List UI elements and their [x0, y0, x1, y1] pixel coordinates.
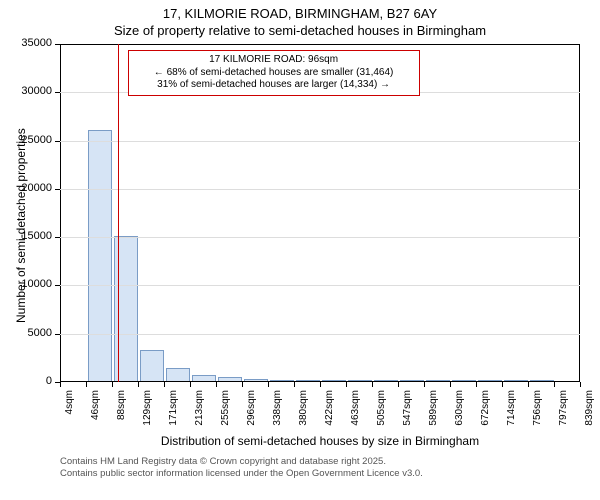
chart-title-line2: Size of property relative to semi-detach… — [0, 21, 600, 38]
attribution-footer: Contains HM Land Registry data © Crown c… — [60, 456, 423, 481]
ytick-label: 25000 — [0, 134, 52, 146]
ytick-label: 20000 — [0, 182, 52, 194]
xtick-mark — [398, 382, 399, 387]
ytick-mark — [55, 44, 60, 45]
ytick-label: 30000 — [0, 85, 52, 97]
histogram-bar — [452, 380, 477, 381]
chart-container: { "titles": { "line1": "17, KILMORIE ROA… — [0, 0, 600, 500]
footer-line1: Contains HM Land Registry data © Crown c… — [60, 456, 423, 468]
xtick-mark — [60, 382, 61, 387]
xtick-mark — [138, 382, 139, 387]
xtick-label: 630sqm — [454, 390, 465, 435]
gridline — [60, 141, 580, 142]
ytick-label: 5000 — [0, 327, 52, 339]
annotation-line: 17 KILMORIE ROAD: 96sqm — [135, 54, 413, 67]
histogram-bar — [530, 380, 555, 381]
xtick-label: 589sqm — [428, 390, 439, 435]
xtick-mark — [554, 382, 555, 387]
property-marker-line — [118, 44, 119, 382]
histogram-bar — [244, 379, 269, 381]
xtick-label: 672sqm — [480, 390, 491, 435]
xtick-label: 129sqm — [142, 390, 153, 435]
xtick-label: 380sqm — [298, 390, 309, 435]
annotation-box: 17 KILMORIE ROAD: 96sqm← 68% of semi-det… — [128, 50, 420, 96]
xtick-label: 88sqm — [116, 390, 127, 435]
histogram-bar — [296, 380, 321, 381]
xtick-label: 171sqm — [168, 390, 179, 435]
xtick-mark — [294, 382, 295, 387]
xtick-label: 463sqm — [350, 390, 361, 435]
histogram-bar — [374, 380, 399, 381]
xtick-label: 255sqm — [220, 390, 231, 435]
xtick-label: 839sqm — [584, 390, 595, 435]
xtick-label: 756sqm — [532, 390, 543, 435]
xtick-label: 4sqm — [64, 390, 75, 435]
histogram-bar — [322, 380, 347, 381]
gridline — [60, 237, 580, 238]
x-axis-label: Distribution of semi-detached houses by … — [60, 434, 580, 448]
xtick-mark — [424, 382, 425, 387]
xtick-mark — [346, 382, 347, 387]
gridline — [60, 189, 580, 190]
xtick-mark — [216, 382, 217, 387]
gridline — [60, 285, 580, 286]
histogram-bar — [426, 380, 451, 381]
histogram-bar — [400, 380, 425, 381]
ytick-label: 0 — [0, 375, 52, 387]
footer-line2: Contains public sector information licen… — [60, 468, 423, 480]
histogram-bar — [88, 130, 113, 381]
xtick-mark — [476, 382, 477, 387]
xtick-mark — [86, 382, 87, 387]
histogram-bar — [218, 377, 243, 381]
xtick-label: 547sqm — [402, 390, 413, 435]
xtick-label: 46sqm — [90, 390, 101, 435]
xtick-mark — [242, 382, 243, 387]
histogram-bar — [478, 380, 503, 381]
xtick-mark — [320, 382, 321, 387]
xtick-mark — [450, 382, 451, 387]
xtick-mark — [372, 382, 373, 387]
histogram-bar — [166, 368, 191, 381]
histogram-bar — [504, 380, 529, 381]
xtick-label: 797sqm — [558, 390, 569, 435]
xtick-mark — [580, 382, 581, 387]
histogram-bar — [192, 375, 217, 381]
histogram-bar — [348, 380, 373, 381]
xtick-label: 714sqm — [506, 390, 517, 435]
chart-title-line1: 17, KILMORIE ROAD, BIRMINGHAM, B27 6AY — [0, 0, 600, 21]
histogram-bar — [270, 380, 295, 381]
xtick-mark — [190, 382, 191, 387]
annotation-line: 31% of semi-detached houses are larger (… — [135, 79, 413, 92]
gridline — [60, 334, 580, 335]
ytick-label: 15000 — [0, 230, 52, 242]
xtick-label: 213sqm — [194, 390, 205, 435]
xtick-mark — [268, 382, 269, 387]
histogram-bar — [140, 350, 165, 381]
xtick-mark — [164, 382, 165, 387]
xtick-label: 505sqm — [376, 390, 387, 435]
xtick-label: 422sqm — [324, 390, 335, 435]
annotation-line: ← 68% of semi-detached houses are smalle… — [135, 67, 413, 80]
ytick-label: 35000 — [0, 37, 52, 49]
xtick-mark — [528, 382, 529, 387]
ytick-label: 10000 — [0, 278, 52, 290]
xtick-label: 338sqm — [272, 390, 283, 435]
xtick-label: 296sqm — [246, 390, 257, 435]
xtick-mark — [502, 382, 503, 387]
xtick-mark — [112, 382, 113, 387]
y-axis-label: Number of semi-detached properties — [14, 128, 28, 323]
